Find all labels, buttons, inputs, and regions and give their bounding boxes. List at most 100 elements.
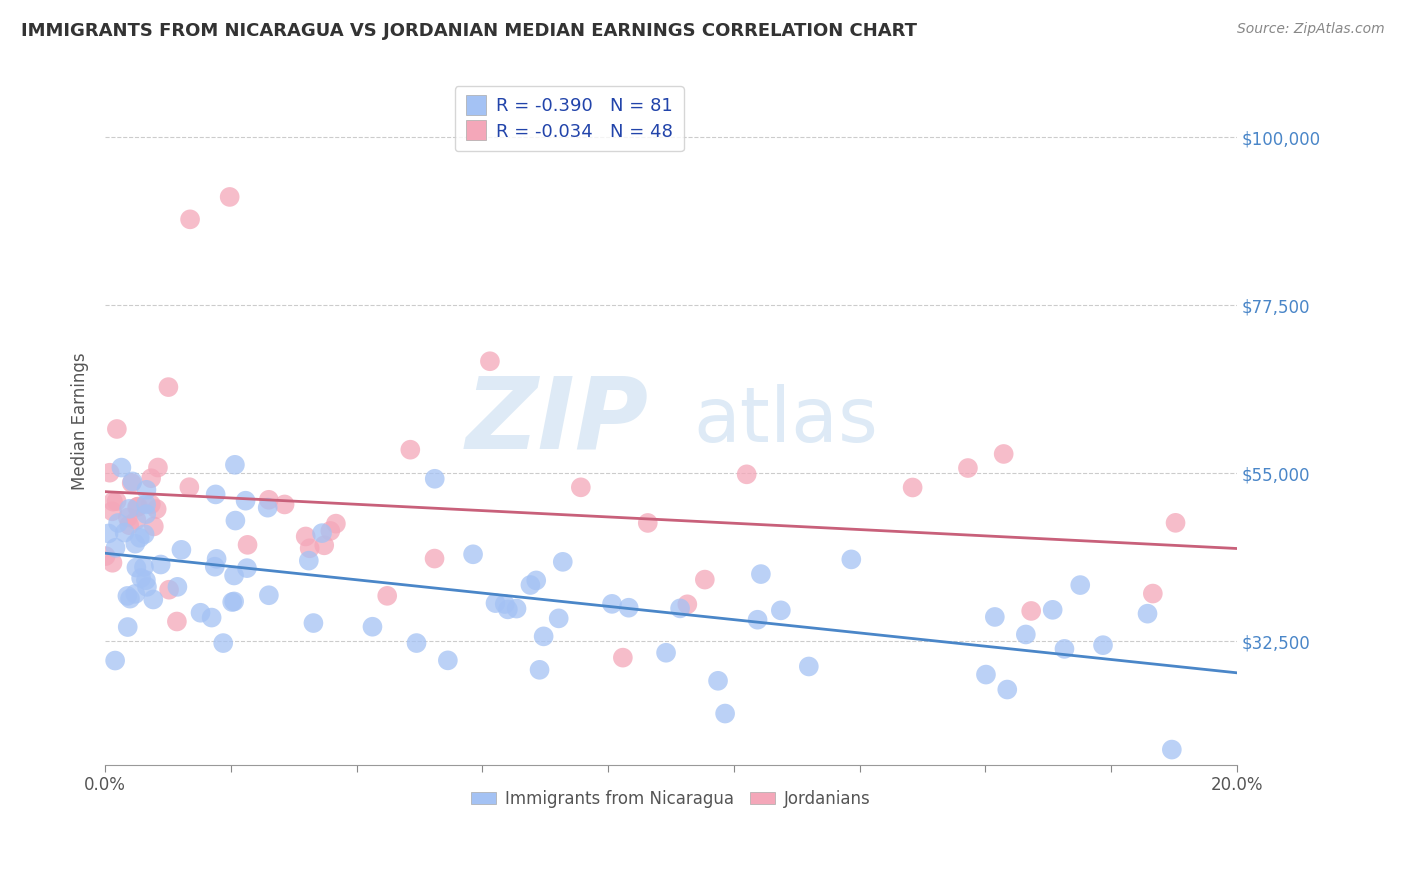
Point (735, 467, 758, 482)
Point (204, 559, 226, 574)
Point (496, 602, 519, 616)
Point (149, 558, 172, 572)
Point (405, 636, 427, 650)
Text: Source: ZipAtlas.com: Source: ZipAtlas.com (1237, 22, 1385, 37)
Point (399, 442, 422, 457)
Point (1015, 627, 1038, 641)
Point (94, 549, 117, 563)
Point (221, 595, 243, 609)
Text: ZIP: ZIP (465, 373, 648, 469)
Point (110, 460, 132, 475)
Point (1092, 638, 1115, 652)
Point (124, 587, 146, 601)
Point (747, 613, 769, 627)
Point (437, 653, 460, 667)
Point (135, 573, 157, 587)
Point (524, 574, 547, 588)
Point (104, 541, 127, 555)
Point (135, 507, 157, 521)
Point (298, 554, 321, 568)
Point (478, 354, 501, 368)
Point (142, 592, 165, 607)
Text: IMMIGRANTS FROM NICARAGUA VS JORDANIAN MEDIAN EARNINGS CORRELATION CHART: IMMIGRANTS FROM NICARAGUA VS JORDANIAN M… (21, 22, 917, 40)
Point (529, 663, 551, 677)
Point (127, 500, 149, 514)
Point (1164, 516, 1187, 530)
Point (273, 498, 295, 512)
Point (569, 480, 592, 494)
Point (311, 526, 333, 541)
Point (547, 611, 569, 625)
Point (1019, 604, 1042, 618)
Point (319, 524, 342, 538)
Point (637, 516, 659, 530)
Point (166, 615, 188, 629)
Point (125, 500, 148, 514)
Point (995, 682, 1018, 697)
Point (294, 529, 316, 543)
Point (179, 480, 201, 494)
Point (212, 636, 235, 650)
Point (114, 525, 136, 540)
Point (117, 510, 139, 524)
Point (314, 538, 336, 552)
Point (139, 471, 162, 485)
Point (205, 552, 228, 566)
Point (101, 494, 124, 508)
Point (361, 620, 384, 634)
Point (461, 547, 484, 561)
Point (302, 615, 325, 630)
Point (142, 519, 165, 533)
Point (118, 591, 141, 606)
Point (505, 601, 527, 615)
Point (669, 601, 692, 615)
Text: atlas: atlas (693, 384, 879, 458)
Point (146, 460, 169, 475)
Point (145, 502, 167, 516)
Point (423, 472, 446, 486)
Point (101, 504, 124, 518)
Point (375, 589, 398, 603)
Point (135, 483, 157, 497)
Point (179, 212, 201, 227)
Point (157, 380, 180, 394)
Point (105, 494, 128, 508)
Point (98, 466, 121, 480)
Point (224, 514, 246, 528)
Point (984, 610, 1007, 624)
Point (218, 190, 240, 204)
Point (298, 541, 321, 556)
Point (235, 493, 257, 508)
Point (1042, 603, 1064, 617)
Point (423, 551, 446, 566)
Point (121, 476, 143, 491)
Point (236, 538, 259, 552)
Point (170, 542, 193, 557)
Point (1142, 586, 1164, 600)
Point (612, 650, 634, 665)
Point (134, 527, 156, 541)
Point (707, 673, 730, 688)
Point (551, 555, 574, 569)
Point (118, 518, 141, 533)
Point (139, 497, 162, 511)
Point (256, 500, 278, 515)
Point (839, 552, 862, 566)
Y-axis label: Median Earnings: Median Earnings (72, 352, 89, 490)
Point (901, 481, 924, 495)
Point (236, 561, 259, 575)
Point (1160, 742, 1182, 756)
Point (117, 620, 139, 634)
Point (600, 597, 623, 611)
Point (519, 578, 541, 592)
Point (125, 560, 148, 574)
Point (117, 589, 139, 603)
Point (124, 536, 146, 550)
Point (325, 516, 347, 531)
Point (118, 501, 141, 516)
Point (129, 571, 152, 585)
Point (693, 573, 716, 587)
Point (974, 667, 997, 681)
Point (104, 654, 127, 668)
Point (132, 560, 155, 574)
